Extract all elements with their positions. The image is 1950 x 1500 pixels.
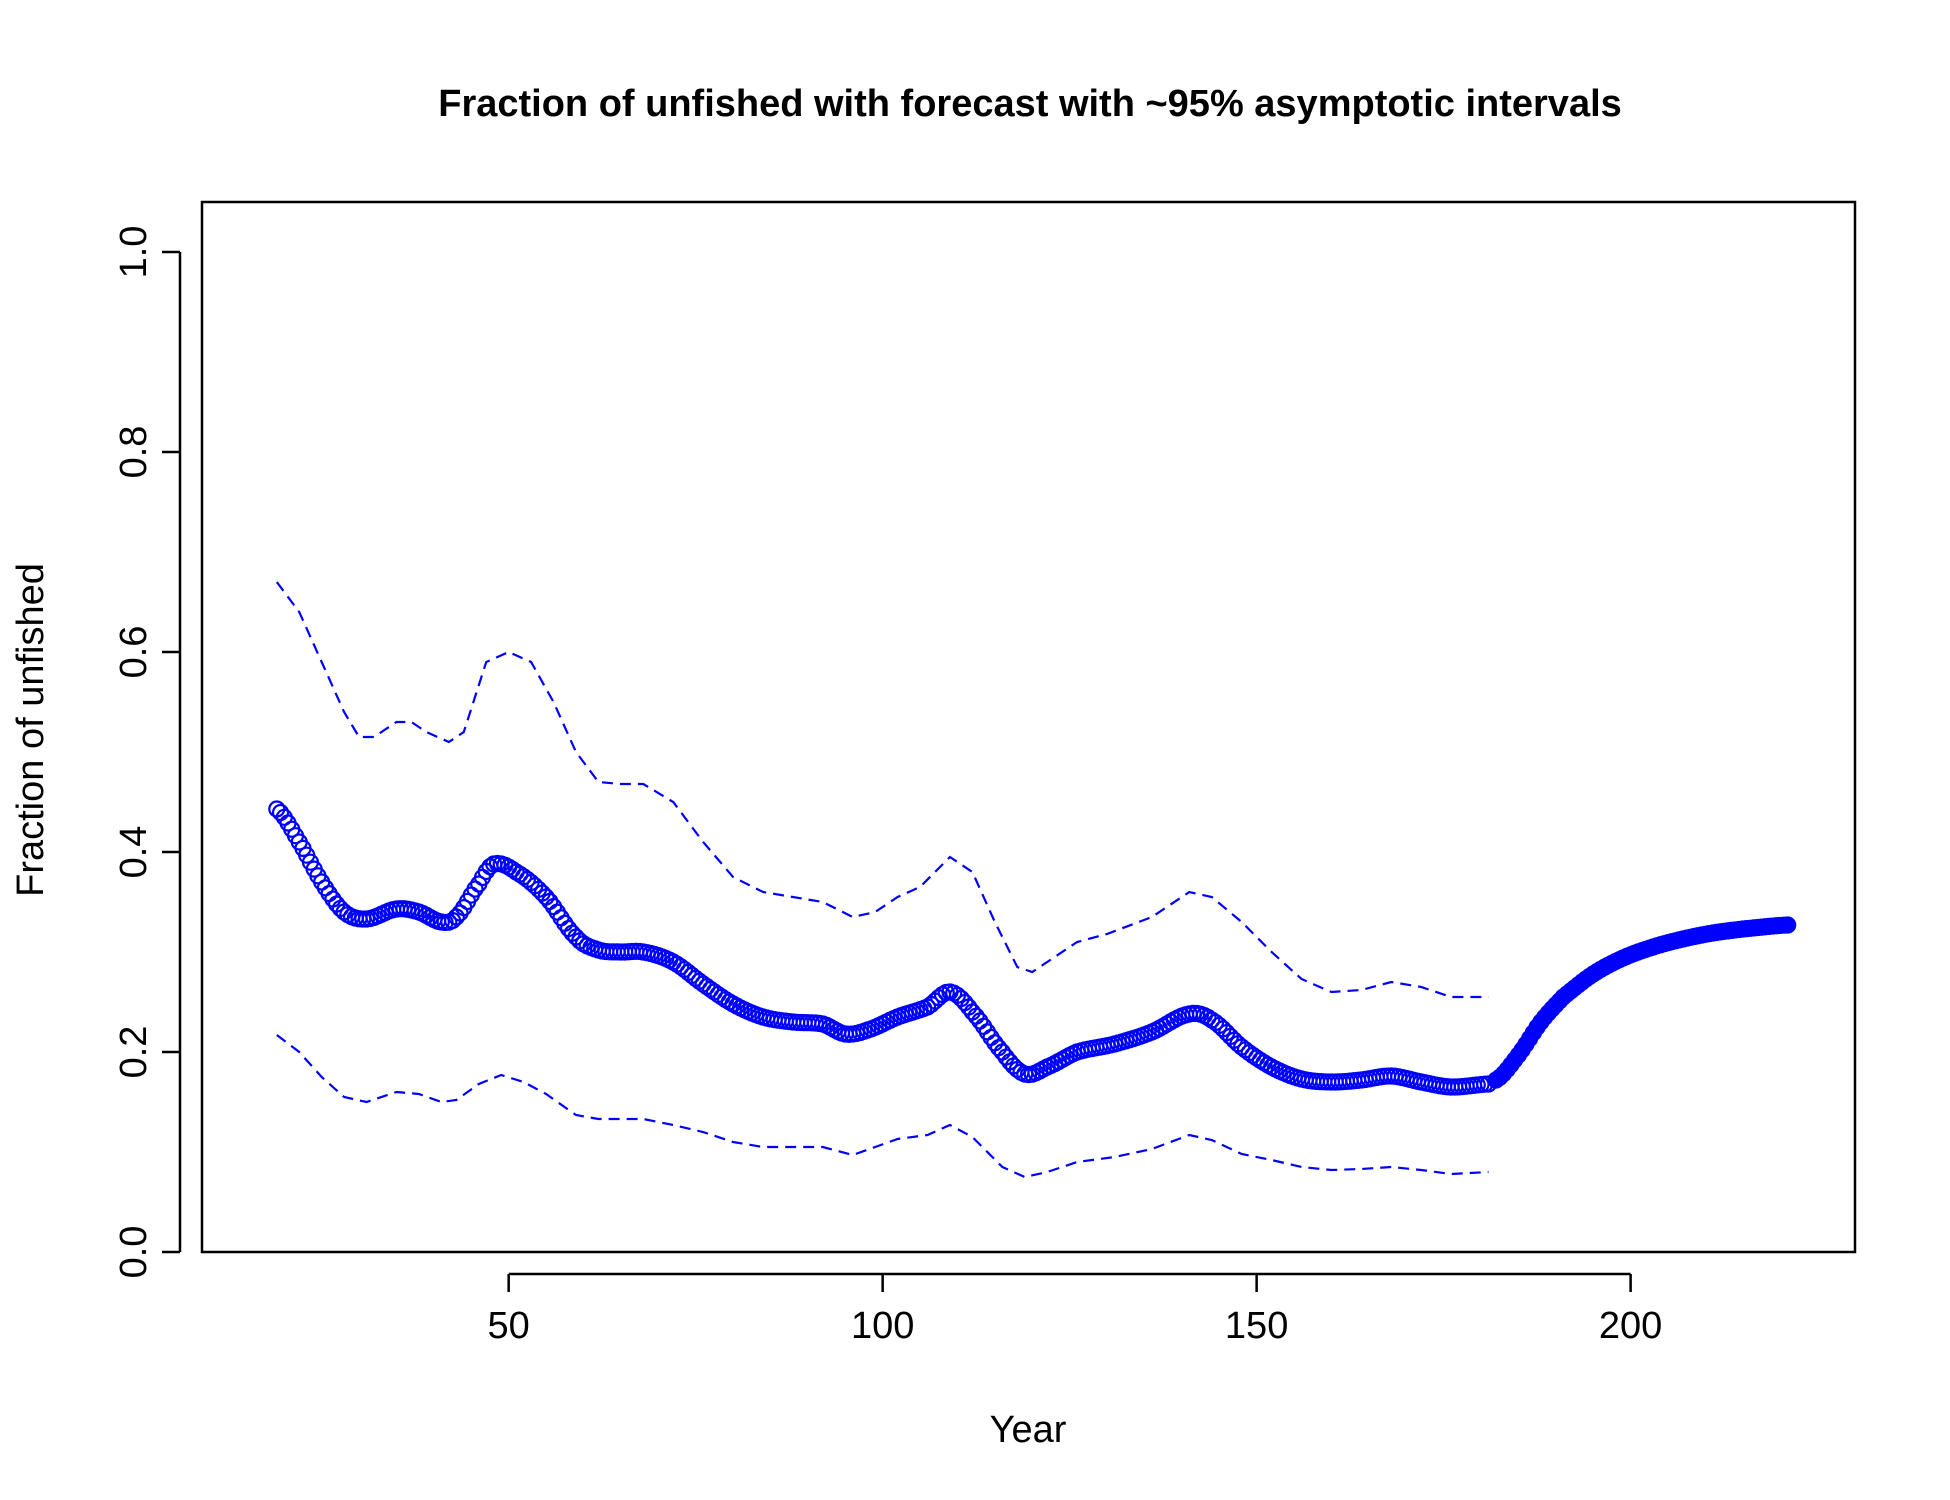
lower-95-line xyxy=(276,1034,1489,1179)
series-estimate xyxy=(268,800,1498,1096)
series-layer xyxy=(268,581,1797,1179)
y-tick-label: 0.6 xyxy=(113,626,155,679)
x-tick-label: 100 xyxy=(851,1305,914,1347)
y-tick-label: 0.4 xyxy=(113,826,155,879)
x-tick-label: 150 xyxy=(1225,1305,1288,1347)
chart-title: Fraction of unfished with forecast with … xyxy=(438,83,1622,125)
estimate-point xyxy=(271,803,290,822)
plot-frame xyxy=(200,200,1857,1254)
series-lower-95 xyxy=(276,1034,1489,1179)
y-tick-label: 0.0 xyxy=(113,1226,155,1279)
y-axis-label: Fraction of unfished xyxy=(10,563,52,897)
series-forecast xyxy=(1487,916,1797,1089)
x-tick-label: 200 xyxy=(1599,1305,1662,1347)
y-axis: 0.0 0.2 0.4 0.6 0.8 1.0 xyxy=(113,226,182,1279)
y-tick-label: 1.0 xyxy=(113,226,155,279)
y-tick-label: 0.2 xyxy=(113,1026,155,1079)
x-axis: 50 100 150 200 xyxy=(488,1272,1662,1347)
series-upper-95 xyxy=(275,581,1489,999)
y-tick-label: 0.8 xyxy=(113,426,155,479)
upper-95-line xyxy=(275,581,1489,999)
x-tick-label: 50 xyxy=(488,1305,530,1347)
x-axis-label: Year xyxy=(990,1409,1067,1451)
forecast-point xyxy=(1779,916,1797,934)
